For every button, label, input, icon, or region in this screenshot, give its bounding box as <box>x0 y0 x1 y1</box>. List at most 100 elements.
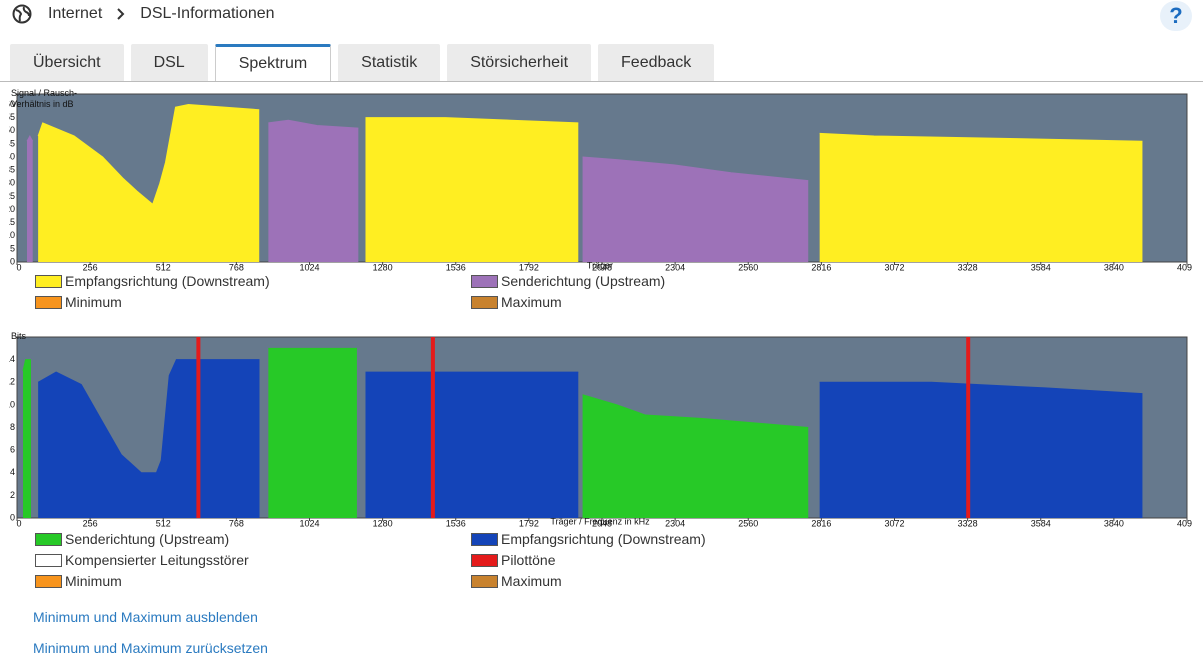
legend-label: Pilottöne <box>501 552 556 568</box>
x-tick-label: 0 <box>16 262 21 272</box>
y-tick-label: 6 <box>10 445 15 455</box>
x-tick-label: 2560 <box>738 262 758 272</box>
area-fill <box>38 359 1143 518</box>
tab[interactable]: Spektrum <box>214 44 332 82</box>
legend-swatch <box>35 532 62 546</box>
area-outline <box>26 119 809 182</box>
y-tick-label: 5 <box>10 243 15 253</box>
y-tick-label: 30 <box>5 178 15 188</box>
legend-swatch <box>471 553 498 567</box>
x-ticks: 0 256 512 768 1024 1280 1536 1792 2048 2304 2560 28… <box>16 518 1197 528</box>
x-tick-label: 2304 <box>665 518 685 528</box>
legend-item: Minimum <box>35 572 122 590</box>
tab[interactable]: Feedback <box>598 44 715 81</box>
y-ticks: 14 12 10 8 6 4 2 0 <box>5 354 15 522</box>
x-tick-label: 2048 <box>592 518 612 528</box>
legend-item: Senderichtung (Upstream) <box>35 530 229 548</box>
legend-item: Pilottöne <box>471 551 555 569</box>
legend-item: Maximum <box>471 572 562 590</box>
x-tick-label: 4096 <box>1177 518 1197 528</box>
x-tick-label: 256 <box>83 518 98 528</box>
area-fill <box>26 120 809 262</box>
x-tick-label: 512 <box>156 262 171 272</box>
x-tick-label: 768 <box>229 262 244 272</box>
tab[interactable]: Übersicht <box>10 44 124 81</box>
x-tick-label: 3072 <box>884 518 904 528</box>
x-tick-label: 512 <box>156 518 171 528</box>
legend-swatch <box>471 274 498 288</box>
legend-item: Maximum <box>471 293 562 311</box>
y-axis-label: Bits <box>11 331 27 341</box>
y-tick-label: 0 <box>10 256 15 266</box>
x-tick-label: 256 <box>83 262 98 272</box>
x-tick-label: 0 <box>16 518 21 528</box>
legend-swatch <box>35 574 62 588</box>
x-tick-label: 3584 <box>1031 518 1051 528</box>
y-tick-label: 0 <box>10 512 15 522</box>
legend-swatch <box>35 553 62 567</box>
x-tick-label: 1536 <box>446 262 466 272</box>
legend-item: Empfangsrichtung (Downstream) <box>471 530 706 548</box>
tab[interactable]: DSL <box>130 44 208 81</box>
x-tick-label: 2304 <box>665 262 685 272</box>
breadcrumb-item: DSL-Informationen <box>140 5 275 22</box>
x-ticks: 0 256 512 768 1024 1280 1536 1792 2048 2304 2560 28… <box>16 262 1197 272</box>
x-tick-label: 768 <box>229 518 244 528</box>
area-fill <box>38 104 1143 262</box>
breadcrumb: Internet DSL-Informationen <box>48 4 275 24</box>
y-tick-label: 14 <box>5 354 15 364</box>
x-tick-label: 1024 <box>299 262 319 272</box>
legend-label: Minimum <box>65 294 122 310</box>
legend-swatch <box>471 574 498 588</box>
x-tick-label: 1792 <box>519 262 539 272</box>
legend-label: Senderichtung (Upstream) <box>65 531 230 547</box>
y-tick-label: 35 <box>5 165 15 175</box>
x-tick-label: 3840 <box>1104 518 1124 528</box>
x-axis-label: Träger / Frequenz in kHz <box>550 516 650 526</box>
divider <box>0 81 1203 82</box>
y-tick-label: 2 <box>10 490 15 500</box>
legend-swatch <box>471 295 498 309</box>
legend-label: Senderichtung (Upstream) <box>501 273 666 289</box>
x-tick-label: 1280 <box>373 262 393 272</box>
y-axis-label: Signal / Rausch-Verhältnis in dB <box>11 88 78 109</box>
x-tick-label: 3328 <box>958 262 978 272</box>
x-tick-label: 1024 <box>299 518 319 528</box>
x-tick-label: 1792 <box>519 518 539 528</box>
legend-label: Empfangsrichtung (Downstream) <box>65 273 270 289</box>
y-tick-label: 50 <box>5 125 15 135</box>
y-tick-label: 8 <box>10 422 15 432</box>
link[interactable]: Minimum und Maximum zurücksetzen <box>33 640 268 656</box>
legend-swatch <box>35 274 62 288</box>
legend-item: Senderichtung (Upstream) <box>471 272 665 290</box>
chevron <box>117 8 125 20</box>
y-tick-label: 55 <box>5 112 15 122</box>
help-button[interactable]: ? <box>1160 1 1192 31</box>
y-tick-label: 12 <box>5 377 15 387</box>
breadcrumb-item[interactable]: Internet <box>48 5 103 22</box>
x-tick-label: 2816 <box>811 518 831 528</box>
y-tick-label: 10 <box>5 230 15 240</box>
x-tick-label: 3072 <box>884 262 904 272</box>
legend-swatch <box>471 532 498 546</box>
y-tick-label: 20 <box>5 204 15 214</box>
y-tick-label: 4 <box>10 467 15 477</box>
legend-label: Minimum <box>65 573 122 589</box>
y-tick-label: 60 <box>5 99 15 109</box>
x-tick-label: 1280 <box>373 518 393 528</box>
link[interactable]: Minimum und Maximum ausblenden <box>33 609 258 625</box>
legend-item: Empfangsrichtung (Downstream) <box>35 272 270 290</box>
y-tick-label: 40 <box>5 151 15 161</box>
y-tick-label: 25 <box>5 191 15 201</box>
x-tick-label: 4096 <box>1177 262 1197 272</box>
tab[interactable]: Störsicherheit <box>447 44 592 81</box>
area-outline <box>37 359 1143 474</box>
x-tick-label: 2560 <box>738 518 758 528</box>
tab[interactable]: Statistik <box>338 44 441 81</box>
x-tick-label: 2816 <box>811 262 831 272</box>
legend-swatch <box>35 295 62 309</box>
y-tick-label: 10 <box>5 399 15 409</box>
